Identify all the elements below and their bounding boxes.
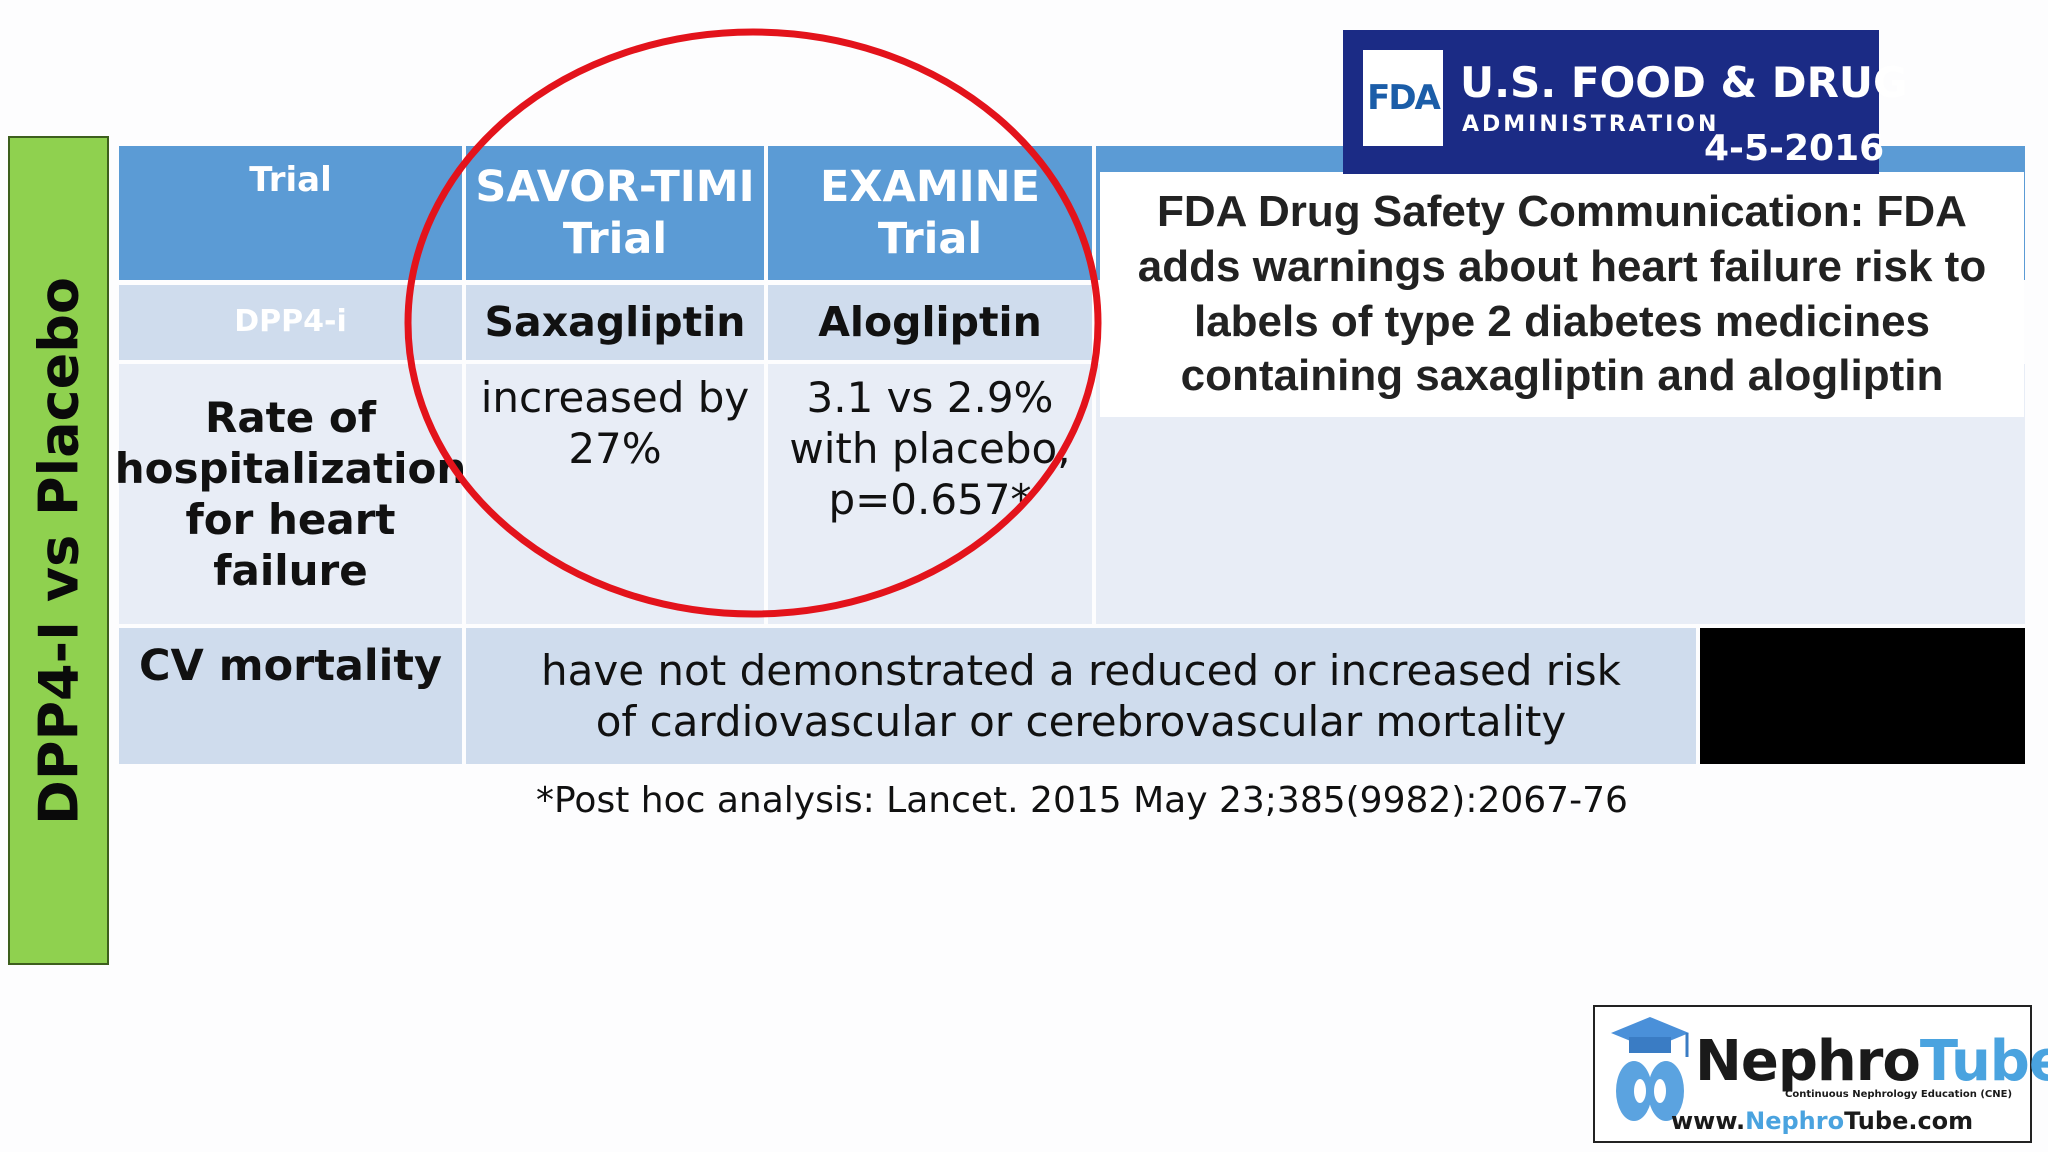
fda-headline-box: FDA Drug Safety Communication: FDA adds … <box>1100 172 2024 417</box>
nephrotube-tagline: Continuous Nephrology Education (CNE) <box>1785 1089 2013 1100</box>
fda-logo-text: FDA <box>1367 78 1441 118</box>
cv-text-cell: have not demonstrated a reduced or incre… <box>466 628 1696 764</box>
cv-label-cell: CV mortality <box>119 628 462 764</box>
header-examine-label: EXAMINE Trial <box>820 161 1040 264</box>
cv-row-text: have not demonstrated a reduced or incre… <box>541 645 1621 746</box>
alogliptin-cell: Alogliptin <box>768 285 1092 360</box>
graduation-kidney-icon <box>1611 1017 1689 1121</box>
drug-row-label: DPP4-i <box>234 304 347 340</box>
cv-row-label: CV mortality <box>139 641 442 691</box>
side-label-box: DPP4-I vs Placebo <box>8 136 109 965</box>
red-circle <box>404 28 1102 618</box>
fda-logo-mark: FDA <box>1363 50 1443 146</box>
nephrotube-logo: NephroTube Continuous Nephrology Educati… <box>1593 1005 2048 1143</box>
savor-hf-cell: increased by 27% <box>466 364 764 624</box>
nephrotube-url-a: www. <box>1671 1107 1746 1135</box>
nephrotube-name-a: Nephro <box>1695 1029 1921 1094</box>
savor-hf-value: increased by 27% <box>480 373 750 474</box>
nephrotube-name-b: Tube <box>1919 1029 2048 1094</box>
header-trial-cell: Trial <box>119 146 462 280</box>
examine-hf-cell: 3.1 vs 2.9% with placebo, p=0.657* <box>768 364 1092 624</box>
fda-date: 4-5-2016 <box>1704 128 1885 169</box>
nephrotube-url: www.NephroTube.com <box>1671 1107 1973 1135</box>
saxagliptin-cell: Saxagliptin <box>466 285 764 360</box>
header-savor-label: SAVOR-TIMI Trial <box>475 161 755 264</box>
hf-label-cell: Rate of hospitalization for heart failur… <box>115 364 466 624</box>
nephrotube-url-c: Tube.com <box>1844 1107 1974 1135</box>
header-trial-label: Trial <box>249 160 332 200</box>
alogliptin-text: Alogliptin <box>818 298 1042 347</box>
header-savor-cell: SAVOR-TIMI Trial <box>466 146 764 280</box>
nephrotube-url-b: Nephro <box>1745 1107 1845 1135</box>
fda-title-line1: U.S. FOOD & DRUG <box>1460 58 1908 107</box>
hf-row-label: Rate of hospitalization for heart failur… <box>114 392 467 596</box>
fda-title-line2: ADMINISTRATION <box>1462 112 1720 137</box>
fda-headline: FDA Drug Safety Communication: FDA adds … <box>1137 187 1987 401</box>
nephrotube-name: NephroTube <box>1695 1029 2048 1094</box>
footnote: *Post hoc analysis: Lancet. 2015 May 23;… <box>536 780 1628 821</box>
examine-hf-value: 3.1 vs 2.9% with placebo, p=0.657* <box>789 373 1071 525</box>
saxagliptin-text: Saxagliptin <box>484 298 746 347</box>
header-examine-cell: EXAMINE Trial <box>768 146 1092 280</box>
redaction-box <box>1700 628 2025 764</box>
